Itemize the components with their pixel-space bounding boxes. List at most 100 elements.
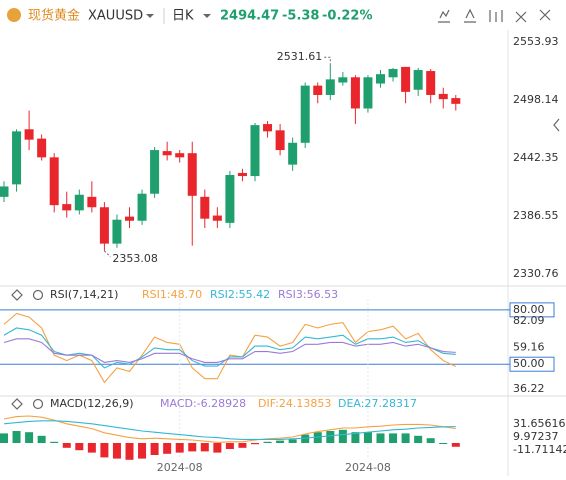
high-annotation: 2531.61	[277, 50, 323, 63]
candle-body	[363, 77, 373, 109]
period-dropdown[interactable]	[203, 14, 211, 18]
candle-body	[62, 204, 72, 211]
symbol-code[interactable]: XAUUSD	[88, 9, 143, 24]
candle-body	[87, 196, 97, 208]
candle-body	[300, 85, 310, 143]
candle-body	[150, 150, 160, 194]
legend-entry: RSI2:55.42	[210, 288, 270, 301]
candle-body	[49, 157, 59, 206]
candle-body	[125, 216, 134, 221]
macd-bar	[338, 429, 347, 443]
macd-bar	[37, 435, 46, 443]
macd-bar	[351, 432, 360, 443]
macd-bar	[112, 443, 121, 459]
toolbar	[438, 8, 551, 23]
symbol-icon	[7, 8, 21, 22]
candle-body	[413, 70, 423, 90]
macd-bar	[213, 443, 222, 453]
indicator-settings[interactable]	[32, 398, 44, 410]
legend-entry: RSI1:48.70	[142, 288, 202, 301]
candle-body	[162, 151, 172, 156]
y-tick-label: 80.00	[513, 303, 545, 316]
macd-bar	[288, 439, 297, 443]
x-tick-label: 2024-08	[345, 461, 391, 474]
macd-bar	[225, 443, 234, 449]
macd-bar	[175, 443, 184, 453]
tool-indicator[interactable]	[464, 8, 476, 23]
hide-indicator[interactable]	[11, 289, 23, 301]
indicator-settings[interactable]	[32, 289, 44, 301]
macd-bar	[251, 443, 259, 445]
macd-bar	[125, 443, 134, 460]
candle-body	[37, 138, 47, 158]
macd-bar	[238, 443, 247, 448]
period[interactable]: 日K	[172, 9, 194, 24]
low-leader	[104, 250, 111, 258]
candle-body	[0, 186, 9, 197]
candle-body	[438, 93, 448, 100]
change: -5.38	[282, 9, 319, 24]
y-tick-label: 36.22	[513, 382, 545, 395]
symbol-name[interactable]: 现货黄金	[28, 8, 80, 24]
low-annotation: 2353.08	[112, 252, 157, 265]
macd-bar	[200, 443, 209, 452]
candle-body	[388, 68, 398, 78]
collapse-arrow[interactable]	[553, 118, 560, 132]
candle-body	[401, 66, 411, 92]
candle-body	[288, 142, 298, 165]
macd-bar	[426, 438, 435, 443]
y-tick-label: 82.09	[513, 314, 545, 327]
macd-bar	[401, 433, 410, 443]
macd-bar	[75, 443, 84, 451]
macd-bar	[150, 443, 159, 455]
tool-candles[interactable]	[489, 10, 503, 22]
macd-bar	[263, 441, 272, 443]
macd-bar	[163, 443, 172, 454]
y-tick-label: 2442.35	[513, 151, 559, 164]
y-tick-label: -11.71142	[513, 443, 566, 456]
candle-body	[250, 125, 260, 177]
tool-close[interactable]	[539, 9, 551, 21]
macd-bar	[276, 440, 285, 443]
macd-bar	[62, 443, 71, 448]
macd-bar	[25, 432, 34, 443]
candle-body	[99, 207, 109, 244]
rsi-line	[3, 338, 456, 363]
macd-bar	[439, 443, 448, 444]
macd-line	[3, 420, 456, 440]
tool-fullscreen[interactable]	[515, 11, 527, 23]
legend-entry: RSI3:56.53	[278, 288, 338, 301]
macd-bar	[138, 443, 147, 459]
macd-bar	[50, 441, 59, 443]
hide-indicator[interactable]	[11, 398, 23, 410]
x-tick-label: 2024-08	[157, 461, 203, 474]
legend-entry: DEA:27.28317	[338, 397, 417, 410]
macd-bar	[376, 433, 385, 443]
tool-draw[interactable]	[438, 9, 450, 23]
candle-body	[451, 98, 461, 104]
macd-bar	[451, 443, 460, 447]
macd-bar	[87, 443, 96, 453]
macd-bar	[363, 432, 372, 443]
macd-bar	[12, 431, 21, 443]
candle-body	[325, 79, 335, 95]
macd-bar	[414, 435, 423, 443]
candle-body	[237, 172, 247, 177]
y-tick-label: 2386.55	[513, 209, 559, 222]
symbol-dropdown[interactable]	[146, 14, 154, 18]
candle-body	[74, 194, 84, 211]
rsi-title: RSI(7,14,21)	[50, 288, 118, 301]
candle-body	[263, 124, 273, 132]
candle-body	[313, 85, 323, 95]
candle-body	[376, 74, 385, 84]
y-tick-label: 2330.76	[513, 267, 559, 280]
macd-bar	[188, 443, 197, 452]
candle-body	[350, 77, 360, 109]
y-tick-label: 50.00	[513, 357, 545, 370]
candle-body	[175, 153, 185, 158]
candle-body	[112, 219, 122, 244]
candle-body	[24, 129, 34, 140]
macd-bar	[0, 433, 8, 443]
